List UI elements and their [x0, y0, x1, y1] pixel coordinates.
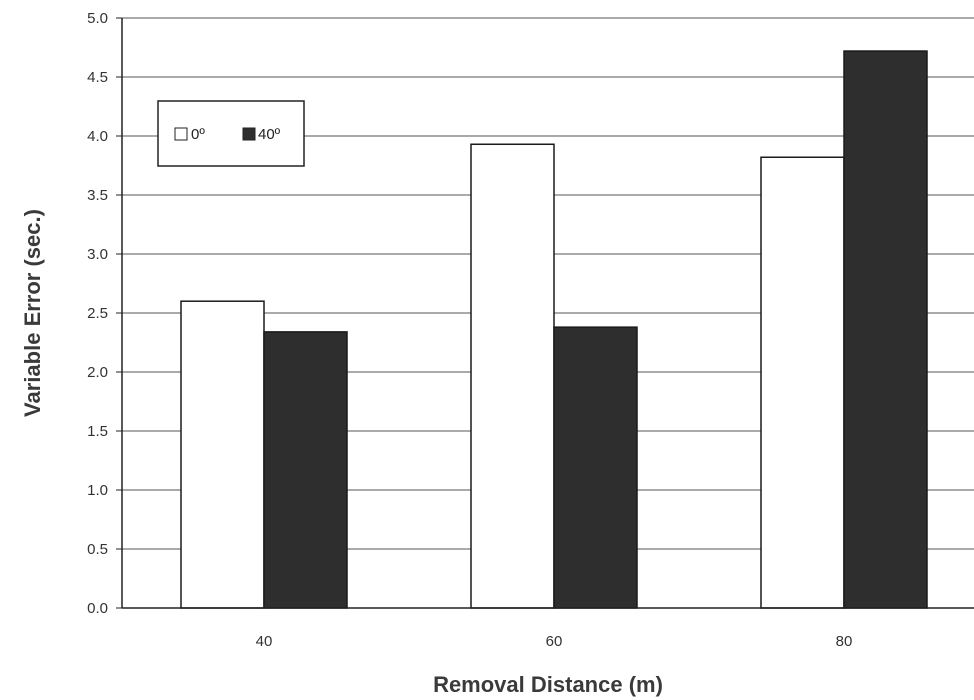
y-tick-label: 4.5: [87, 69, 108, 86]
legend: 0º 40º: [157, 100, 305, 167]
bar-40º-40: [263, 331, 348, 609]
y-tick-label: 1.5: [87, 423, 108, 440]
y-tick-label: 0.5: [87, 541, 108, 558]
y-tick-label: 4.0: [87, 128, 108, 145]
y-tick-label: 0.0: [87, 600, 108, 617]
y-tick-label: 2.5: [87, 305, 108, 322]
bar-0º-80: [760, 156, 845, 609]
y-tick-label: 3.0: [87, 246, 108, 263]
bars: [180, 50, 928, 609]
legend-swatch-1: [242, 127, 256, 141]
y-tick-labels: 0.0 0.5 1.0 1.5 2.0 2.5 3.0 3.5 4.0 4.5 5.0: [87, 10, 122, 617]
x-tick-label: 80: [836, 633, 853, 650]
bar-0º-40: [180, 300, 265, 609]
legend-label-0: 0º: [191, 126, 205, 143]
bar-40º-60: [553, 326, 638, 609]
y-tick-label: 1.0: [87, 482, 108, 499]
legend-swatch-0: [174, 127, 188, 141]
y-tick-label: 2.0: [87, 364, 108, 381]
bar-0º-60: [470, 143, 555, 609]
x-tick-labels: 40 60 80: [256, 633, 853, 650]
legend-label-1: 40º: [258, 126, 281, 143]
y-tick-label: 5.0: [87, 10, 108, 27]
x-axis-title: Removal Distance (m): [433, 672, 663, 697]
y-axis-title: Variable Error (sec.): [20, 209, 45, 417]
bar-40º-80: [843, 50, 928, 609]
x-tick-label: 40: [256, 633, 273, 650]
y-tick-label: 3.5: [87, 187, 108, 204]
x-tick-label: 60: [546, 633, 563, 650]
